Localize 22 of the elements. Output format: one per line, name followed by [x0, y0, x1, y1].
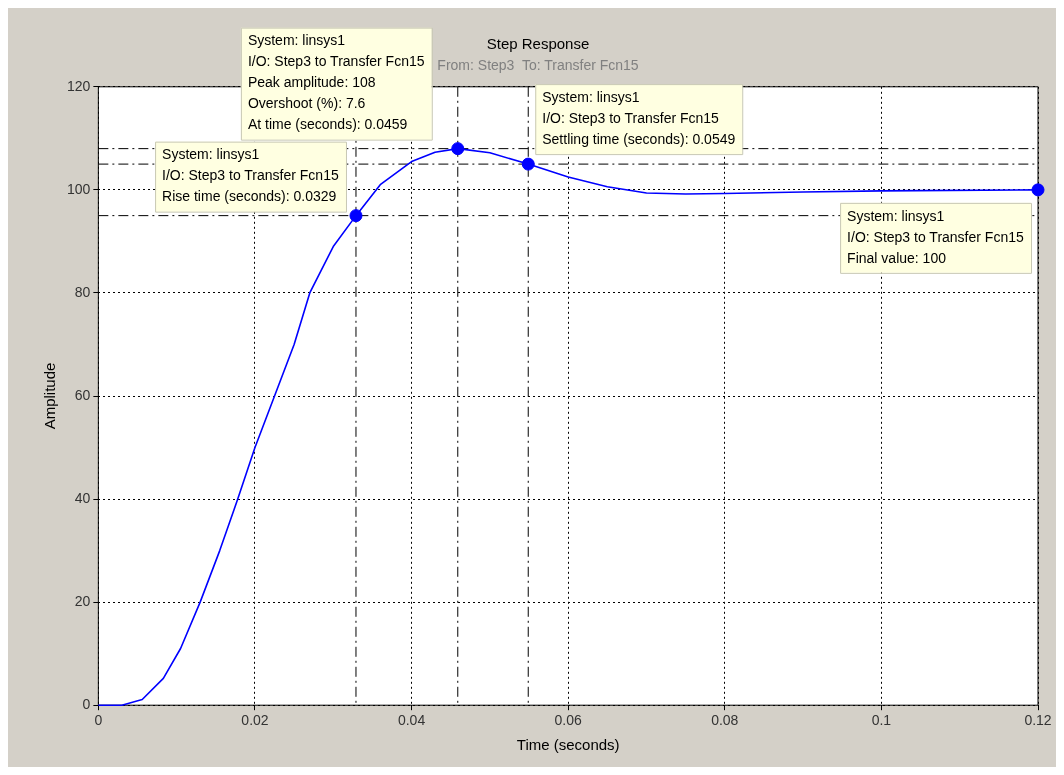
x-tick-label: 0.12: [1024, 712, 1052, 729]
annotation: System: linsys1 I/O: Step3 to Transfer Fcn15 Final value: 100: [847, 207, 1024, 266]
x-tick-label: 0.04: [397, 712, 426, 729]
annotation: System: linsys1 I/O: Step3 to Transfer Fcn15 Peak amplitude: 108 Overshoot (%): 7.6 At time (seconds): 0.0459: [247, 32, 425, 133]
annotation: System: linsys1 I/O: Step3 to Transfer Fcn15 Rise time (seconds): 0.0329: [162, 146, 339, 205]
x-tick-label: 0.08: [711, 712, 739, 729]
y-tick-label: 20: [74, 592, 91, 609]
y-tick-label: 80: [74, 283, 91, 300]
x-tick-label: 0: [94, 712, 103, 729]
annotation: System: linsys1 I/O: Step3 to Transfer Fcn15 Settling time (seconds): 0.0549: [542, 88, 736, 147]
chart-title: Step Response: [486, 35, 590, 53]
y-tick-label: 100: [67, 180, 91, 197]
x-tick-label: 0.06: [554, 712, 583, 729]
x-tick-label: 0.1: [871, 712, 892, 729]
y-tick-label: 60: [74, 386, 91, 403]
chart-subtitle: From: Step3 To: Transfer Fcn15: [437, 57, 639, 74]
y-tick-label: 0: [82, 696, 91, 713]
x-tick-label: 0.02: [241, 712, 269, 729]
x-axis-title: Time (seconds): [516, 736, 620, 754]
y-tick-label: 40: [74, 489, 91, 506]
y-axis-title: Amplitude: [41, 362, 59, 430]
y-tick-label: 120: [67, 77, 91, 94]
